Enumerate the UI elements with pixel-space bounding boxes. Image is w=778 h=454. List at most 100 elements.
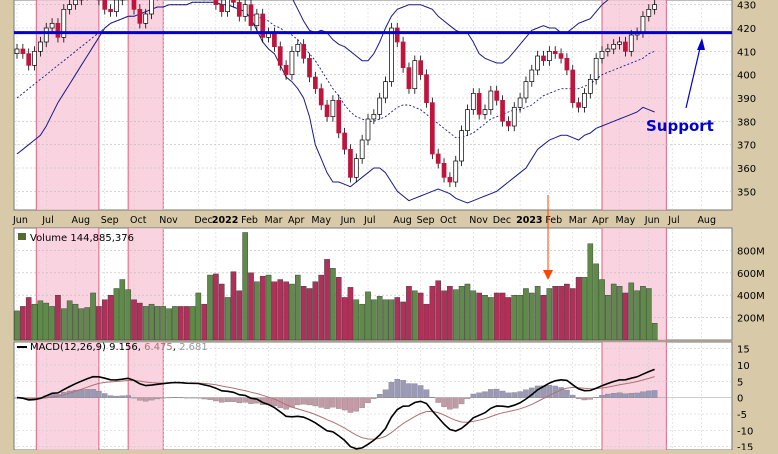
volume-bar-62	[376, 296, 383, 341]
volume-bar-67	[406, 286, 412, 341]
x-tick-8: Feb	[241, 215, 258, 226]
candle-103	[617, 41, 622, 45]
volume-bar-12	[84, 307, 90, 341]
volume-bar-11	[78, 308, 85, 341]
candle-87	[523, 81, 529, 99]
macd-hist-bar-72	[435, 397, 441, 403]
support-arrow-shaft	[685, 47, 701, 109]
candle-71	[430, 102, 435, 155]
candle-34	[213, 0, 219, 6]
macd-hist-bar-37	[230, 397, 237, 402]
candle-53	[324, 104, 330, 118]
macd-hist-bar-20	[131, 397, 137, 399]
volume-bar-91	[546, 288, 553, 341]
macd-hist-bar-27	[172, 397, 178, 398]
price-tick-380: 380	[737, 117, 756, 128]
candle-99	[593, 57, 599, 80]
x-tick-18: Dec	[493, 215, 511, 226]
volume-bar-9	[66, 300, 73, 341]
volume-bar-47	[289, 283, 295, 341]
volume-bar-107	[640, 286, 646, 341]
volume-bar-35	[218, 283, 225, 341]
macd-hist-bar-25	[160, 397, 166, 399]
macd-panel: 15 10 5 0 -5 -10 -15 MACD(12,26,9) 9.156, 6.47…	[13, 341, 753, 454]
volume-bar-94	[564, 283, 570, 341]
volume-bar-99	[593, 263, 599, 341]
volume-bar-68	[412, 290, 418, 341]
volume-bar-21	[137, 302, 143, 341]
volume-bar-27	[172, 306, 178, 341]
macd-hist-bar-12	[84, 389, 90, 398]
macd-hist-bar-54	[330, 397, 336, 408]
macd-tick-1: 10	[737, 361, 750, 372]
candle-6	[49, 22, 55, 29]
volume-bar-74	[447, 286, 453, 341]
volume-bar-43	[265, 274, 272, 341]
red-arrow-head	[543, 270, 553, 280]
macd-hist-bar-24	[154, 397, 161, 400]
candle-66	[400, 41, 406, 69]
price-tick-390: 390	[737, 94, 756, 105]
macd-hist-bar-28	[178, 397, 184, 399]
candle-64	[389, 27, 394, 83]
candle-7	[55, 22, 61, 38]
volume-bar-42	[259, 275, 266, 341]
candle-1	[20, 48, 26, 55]
macd-hist-bar-13	[90, 389, 96, 398]
price-tick-370: 370	[737, 141, 756, 152]
candle-97	[582, 92, 587, 108]
macd-hist-bar-39	[242, 397, 248, 403]
volume-bar-3	[31, 303, 38, 341]
volume-bar-83	[499, 292, 506, 341]
macd-hist-bar-70	[423, 389, 430, 398]
volume-bar-36	[224, 297, 231, 341]
volume-bar-39	[242, 232, 248, 341]
support-arrow-head	[697, 38, 705, 50]
macd-hist-bar-57	[347, 397, 354, 413]
volume-bar-13	[90, 292, 96, 341]
macd-hist-bar-26	[166, 397, 172, 399]
macd-hist-bar-69	[417, 385, 424, 398]
volume-bar-86	[517, 295, 523, 341]
macd-hist-bar-65	[394, 379, 400, 398]
candle-38	[236, 1, 242, 17]
candle-61	[371, 113, 377, 120]
candle-69	[418, 60, 423, 76]
candle-101	[605, 48, 611, 52]
volume-bar-6	[49, 306, 55, 341]
macd-hist-bar-29	[183, 397, 190, 399]
macd-hist-bar-52	[318, 397, 324, 408]
price-tick-410: 410	[737, 47, 756, 58]
candle-21	[137, 8, 143, 24]
red-arrow	[543, 195, 553, 280]
vol-tick-1: 400M	[737, 291, 765, 302]
macd-hist-bar-23	[148, 397, 155, 401]
vol-tick-0: 200M	[737, 314, 765, 325]
candle-109	[652, 4, 658, 10]
volume-bar-78	[470, 290, 477, 341]
candle-68	[412, 60, 418, 90]
x-tick-24: Jun	[644, 215, 660, 226]
macd-legend-histogram: 2.681	[179, 342, 208, 353]
volume-bar-51	[312, 281, 319, 341]
volume-bar-25	[160, 306, 167, 341]
x-tick-19: 2023	[516, 215, 542, 226]
macd-hist-bar-50	[306, 397, 313, 406]
macd-hist-bar-79	[476, 392, 482, 398]
macd-hist-bar-91	[546, 385, 553, 398]
volume-panel: 200M 400M 600M 800M Volume 144,885,376	[13, 195, 765, 341]
macd-hist-bar-66	[400, 380, 406, 398]
candle-105	[628, 34, 634, 52]
candle-107	[640, 15, 646, 34]
macd-hist-bar-36	[224, 397, 231, 403]
macd-hist-bar-97	[581, 397, 588, 401]
candle-9	[67, 4, 73, 10]
volume-bar-58	[353, 299, 360, 341]
candle-85	[511, 106, 517, 127]
macd-hist-bar-87	[523, 389, 529, 398]
volume-bar-20	[131, 299, 137, 341]
volume-bar-82	[493, 292, 500, 341]
macd-hist-bar-21	[137, 397, 143, 401]
volume-bar-16	[107, 295, 114, 341]
volume-bar-57	[347, 287, 354, 341]
